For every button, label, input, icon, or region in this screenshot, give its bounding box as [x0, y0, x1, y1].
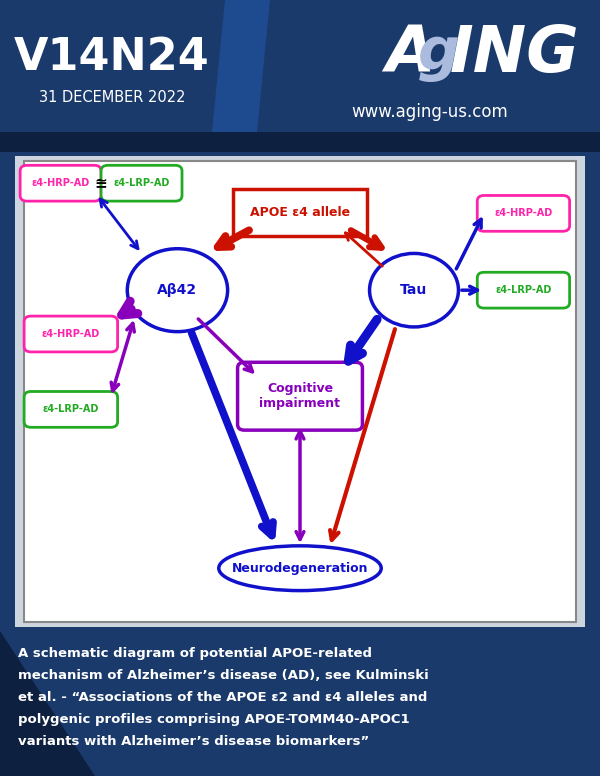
Text: APOE ε4 allele: APOE ε4 allele [250, 206, 350, 219]
Text: V14N24: V14N24 [14, 36, 210, 78]
Text: ≅: ≅ [94, 175, 107, 191]
FancyBboxPatch shape [477, 196, 569, 231]
Text: mechanism of Alzheimer’s disease (AD), see Kulminski: mechanism of Alzheimer’s disease (AD), s… [18, 669, 429, 682]
Text: www.aging-us.com: www.aging-us.com [352, 103, 508, 121]
Text: et al. - “Associations of the APOE ε2 and ε4 alleles and: et al. - “Associations of the APOE ε2 an… [18, 691, 427, 704]
FancyBboxPatch shape [101, 165, 182, 201]
FancyBboxPatch shape [23, 161, 577, 622]
Text: ε4-LRP-AD: ε4-LRP-AD [113, 178, 170, 189]
Text: ε4-LRP-AD: ε4-LRP-AD [43, 404, 99, 414]
FancyBboxPatch shape [233, 189, 367, 236]
FancyBboxPatch shape [238, 362, 362, 430]
Text: Aβ42: Aβ42 [157, 283, 197, 297]
FancyBboxPatch shape [0, 132, 600, 152]
Text: ε4-HRP-AD: ε4-HRP-AD [494, 209, 553, 218]
Text: polygenic profiles comprising APOE-TOMM40-APOC1: polygenic profiles comprising APOE-TOMM4… [18, 713, 410, 726]
Polygon shape [210, 0, 270, 152]
FancyBboxPatch shape [24, 316, 118, 352]
Text: ING: ING [450, 23, 580, 85]
Text: Cognitive
impairment: Cognitive impairment [260, 383, 341, 411]
Text: A: A [385, 23, 434, 85]
Text: A schematic diagram of potential APOE-related: A schematic diagram of potential APOE-re… [18, 647, 372, 660]
Text: 31 DECEMBER 2022: 31 DECEMBER 2022 [39, 91, 185, 106]
Text: ε4-HRP-AD: ε4-HRP-AD [42, 329, 100, 339]
FancyBboxPatch shape [20, 165, 101, 201]
Text: g: g [418, 26, 460, 82]
FancyBboxPatch shape [0, 0, 235, 152]
Text: Tau: Tau [400, 283, 428, 297]
Polygon shape [0, 631, 95, 776]
Text: ε4-LRP-AD: ε4-LRP-AD [495, 286, 551, 295]
FancyBboxPatch shape [477, 272, 569, 308]
Text: Neurodegeneration: Neurodegeneration [232, 562, 368, 575]
FancyBboxPatch shape [15, 156, 585, 627]
Text: variants with Alzheimer’s disease biomarkers”: variants with Alzheimer’s disease biomar… [18, 735, 369, 748]
Text: ε4-HRP-AD: ε4-HRP-AD [31, 178, 90, 189]
FancyBboxPatch shape [24, 392, 118, 428]
